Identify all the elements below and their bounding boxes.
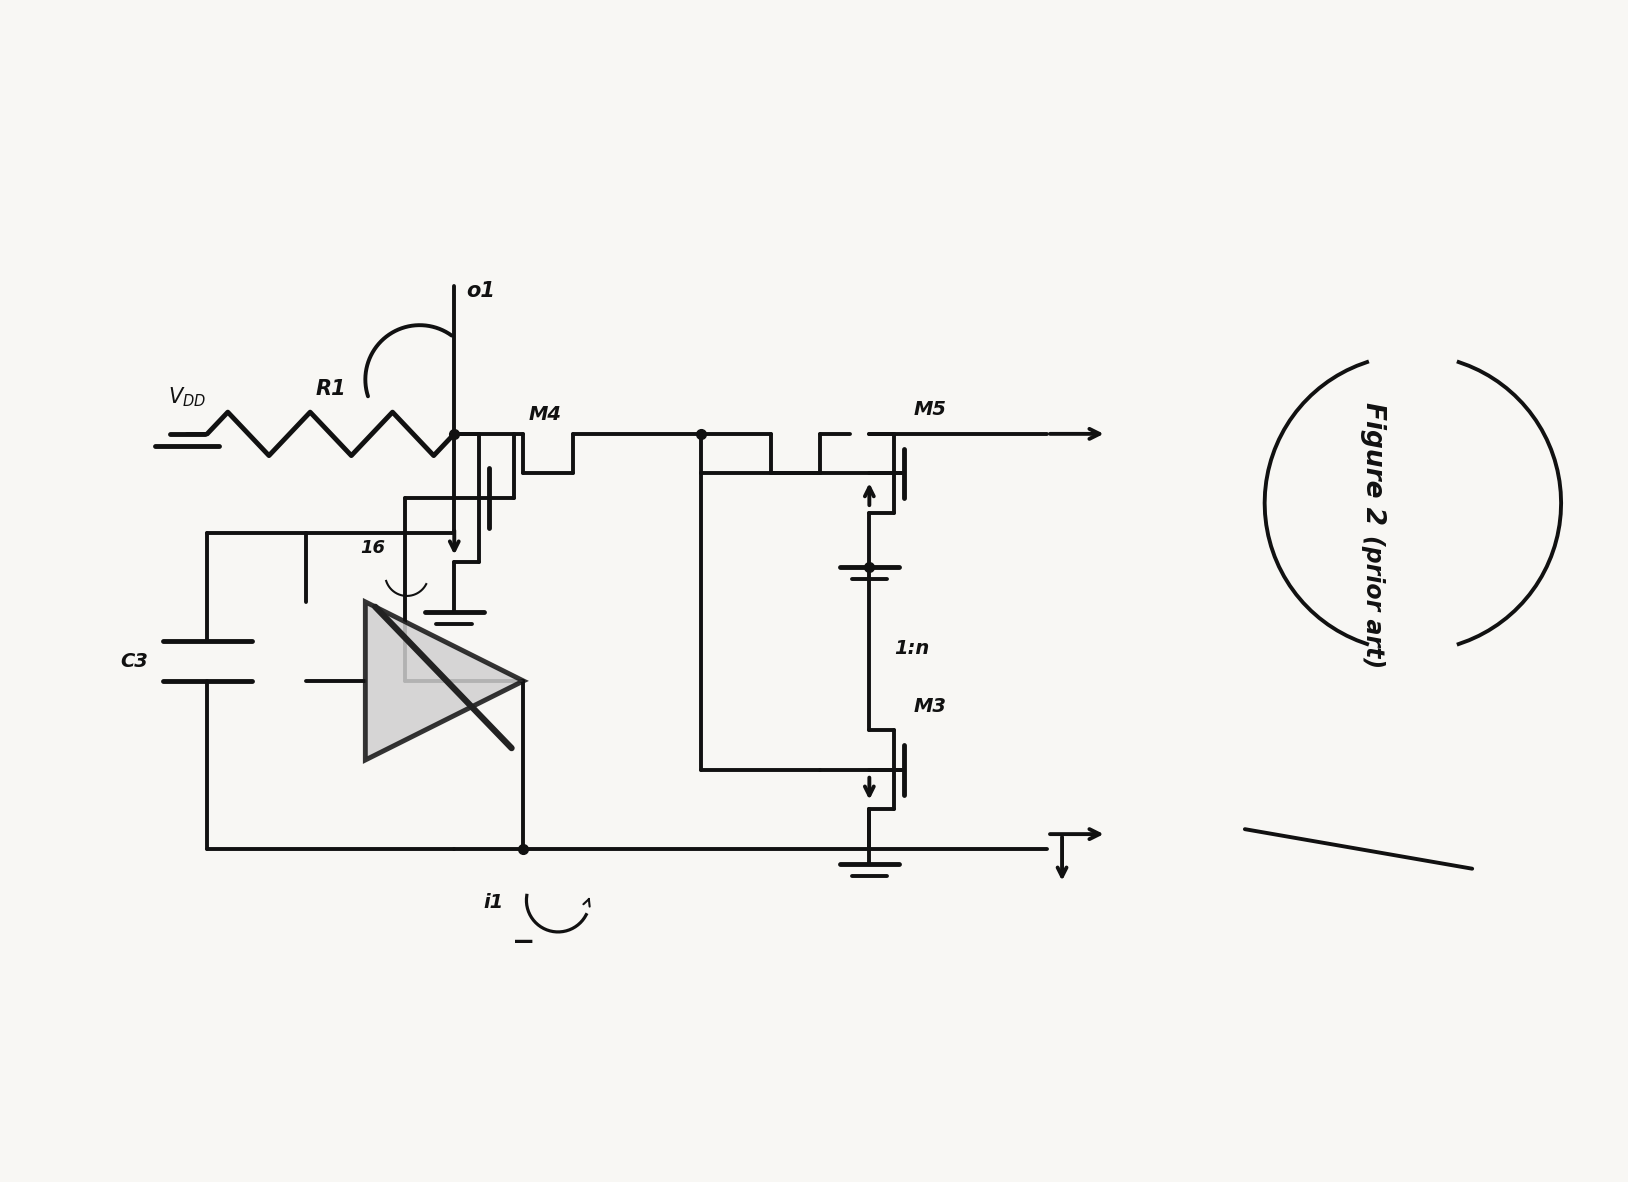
Text: i1: i1: [484, 894, 505, 913]
Text: M3: M3: [913, 696, 947, 715]
Text: 16: 16: [360, 539, 386, 558]
Text: M5: M5: [913, 400, 947, 420]
Text: −: −: [511, 928, 536, 956]
Text: (prior art): (prior art): [1361, 535, 1385, 669]
Text: M4: M4: [529, 405, 562, 424]
Text: R1: R1: [316, 379, 347, 400]
Text: $V_{DD}$: $V_{DD}$: [168, 385, 207, 409]
Text: Figure 2: Figure 2: [1361, 402, 1387, 525]
Text: C3: C3: [120, 651, 148, 670]
Text: o1: o1: [466, 280, 495, 300]
Polygon shape: [365, 602, 524, 760]
Text: 1:n: 1:n: [894, 639, 930, 658]
